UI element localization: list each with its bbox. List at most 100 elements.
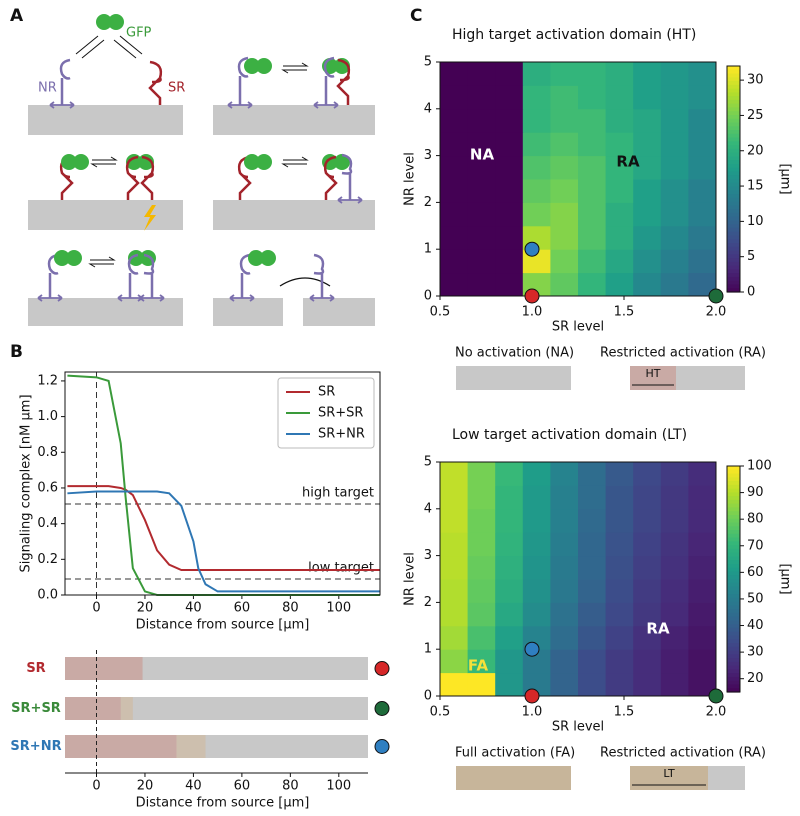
colorbar-segment bbox=[727, 496, 740, 501]
y-tick-label: 2 bbox=[424, 195, 432, 210]
colorbar-segment bbox=[727, 103, 740, 109]
heatmap-cell bbox=[550, 85, 579, 110]
colorbar-segment bbox=[727, 88, 740, 93]
panel-label: C bbox=[410, 6, 422, 26]
heatmap-cell bbox=[633, 85, 662, 110]
heatmap-cell bbox=[550, 649, 579, 674]
heatmap-cell bbox=[522, 132, 551, 157]
heatmap-cell bbox=[688, 108, 717, 133]
y-tick-label: 1.2 bbox=[37, 373, 58, 388]
legend-label: Restricted activation (RA) bbox=[600, 746, 766, 761]
colorbar-segment bbox=[727, 243, 740, 248]
y-tick-label: 5 bbox=[424, 55, 432, 70]
region-label: RA bbox=[646, 620, 670, 638]
heatmap-cell bbox=[633, 649, 662, 674]
colorbar-segment bbox=[727, 84, 740, 90]
x-tick-label: 0.5 bbox=[430, 305, 451, 320]
colorbar-segment bbox=[727, 556, 740, 561]
y-tick-label: 4 bbox=[424, 101, 432, 116]
colorbar-segment bbox=[727, 530, 740, 535]
heatmap-cell bbox=[467, 602, 496, 627]
heatmap-cell bbox=[605, 179, 634, 203]
colorbar-segment bbox=[727, 492, 740, 497]
nr-anchor bbox=[309, 294, 335, 302]
heatmap-cell bbox=[440, 462, 469, 486]
colorbar-segment bbox=[727, 477, 740, 482]
colorbar-segment bbox=[727, 665, 740, 670]
x-axis-label: Distance from source [μm] bbox=[136, 796, 310, 811]
colorbar-tick-label: 70 bbox=[747, 538, 764, 553]
heatmap-cell bbox=[550, 62, 579, 86]
nr-receptor bbox=[323, 56, 335, 105]
legend-bar bbox=[456, 366, 571, 390]
nr-receptor bbox=[47, 253, 59, 298]
interaction-arrow bbox=[279, 277, 331, 287]
x-tick-label: 100 bbox=[326, 779, 351, 794]
heatmap-cell bbox=[495, 485, 524, 510]
colorbar-tick-label: 50 bbox=[747, 591, 764, 606]
bar-background bbox=[65, 697, 368, 720]
legend-label: SR bbox=[318, 385, 335, 400]
heatmap-cell bbox=[578, 179, 607, 203]
colorbar-segment bbox=[727, 276, 740, 282]
y-axis-label: Signaling complex [nM μm] bbox=[19, 394, 34, 572]
heatmap-cell bbox=[660, 532, 689, 557]
nr-receptor bbox=[59, 58, 71, 105]
heatmap-cell bbox=[688, 132, 717, 157]
heatmap-cell bbox=[522, 508, 551, 533]
heatmap-cell bbox=[495, 272, 524, 297]
heatmap-cell bbox=[605, 579, 634, 603]
line bbox=[67, 490, 380, 593]
heatmap-cell bbox=[688, 249, 717, 274]
nr-receptor bbox=[143, 253, 155, 298]
heatmap-cell bbox=[660, 179, 689, 203]
y-tick-label: 3 bbox=[424, 548, 432, 563]
heatmap-cell bbox=[495, 625, 524, 650]
point bbox=[524, 641, 540, 657]
heatmap-cell bbox=[578, 579, 607, 603]
x-axis-label: SR level bbox=[552, 320, 604, 335]
heatmap-cell bbox=[440, 602, 469, 627]
heatmap-cell bbox=[550, 625, 579, 650]
heatmap-cell bbox=[495, 462, 524, 486]
equilibrium-arrows bbox=[281, 156, 309, 168]
gfp bbox=[73, 154, 89, 170]
colorbar-segment bbox=[727, 250, 740, 255]
membrane bbox=[213, 298, 283, 326]
heatmap-cell bbox=[633, 108, 662, 133]
panel-label: B bbox=[10, 342, 23, 362]
colorbar-segment bbox=[727, 160, 740, 165]
colorbar-segment bbox=[727, 571, 740, 576]
condition-dot bbox=[374, 661, 390, 676]
heatmap-cell bbox=[578, 672, 607, 697]
colorbar-segment bbox=[727, 212, 740, 218]
condition-dot bbox=[374, 739, 390, 754]
colorbar-segment bbox=[727, 254, 740, 259]
heatmap-cell bbox=[633, 202, 662, 227]
heatmap-cell bbox=[495, 155, 524, 180]
colorbar-segment bbox=[727, 137, 740, 142]
heatmap-cell bbox=[688, 672, 717, 697]
colorbar-segment bbox=[727, 114, 740, 120]
heatmap-cell bbox=[633, 485, 662, 510]
heatmap-cell bbox=[550, 532, 579, 557]
heatmap-cell bbox=[605, 249, 634, 274]
colorbar-segment bbox=[727, 661, 740, 667]
heatmap-cell bbox=[522, 202, 551, 227]
gfp bbox=[248, 250, 264, 266]
heatmap-cell bbox=[688, 508, 717, 533]
heatmap-cell bbox=[605, 225, 634, 250]
colorbar-segment bbox=[727, 224, 740, 229]
heatmap-cell bbox=[550, 249, 579, 274]
heatmap-cell bbox=[467, 202, 496, 227]
heatmap-cell bbox=[633, 508, 662, 533]
legend-inset bbox=[630, 766, 708, 790]
colorbar-segment bbox=[727, 156, 740, 161]
colorbar-segment bbox=[727, 597, 740, 603]
heatmap-cell bbox=[688, 649, 717, 674]
colorbar-segment bbox=[727, 650, 740, 655]
colorbar-segment bbox=[727, 673, 740, 678]
x-tick-label: 80 bbox=[282, 601, 299, 616]
heatmap-cell bbox=[522, 155, 551, 180]
